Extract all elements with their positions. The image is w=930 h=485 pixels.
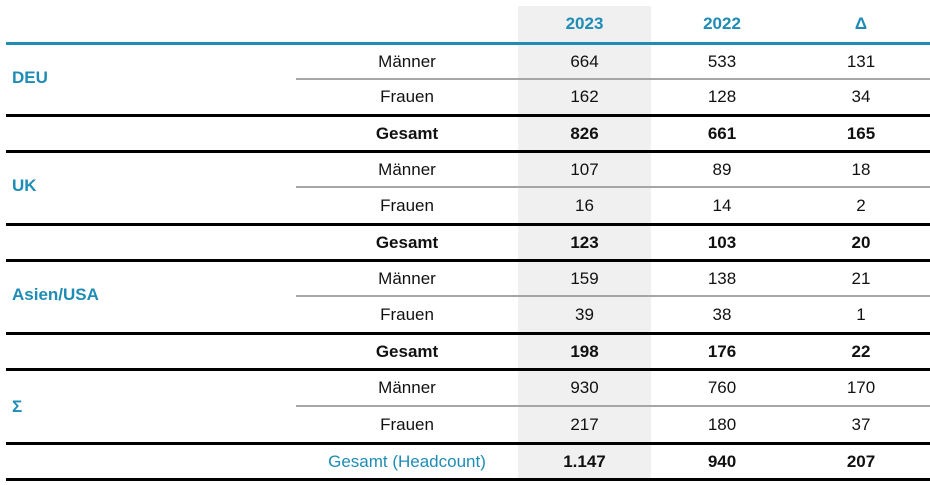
value-2022: 138 (707, 268, 737, 288)
column-2023-highlight (518, 6, 651, 478)
value-2022: 14 (712, 195, 732, 215)
table-row: Frauen 16 14 2 (0, 188, 930, 223)
value-2023: 162 (570, 87, 599, 106)
category-cell: Männer (378, 378, 436, 397)
row-divider (296, 78, 930, 80)
table-row: Frauen 39 38 1 (0, 297, 930, 332)
value-2022: 103 (707, 232, 737, 252)
table-row: Männer 107 89 18 (0, 153, 930, 186)
table-header: 2023 2022 Δ (0, 6, 930, 42)
category-cell: Frauen (380, 87, 434, 106)
table-row: Männer 930 760 170 (0, 371, 930, 405)
bottom-rule (6, 478, 930, 481)
value-2023: 123 (570, 232, 599, 252)
value-2022: 760 (707, 378, 737, 397)
category-cell: Frauen (380, 414, 434, 434)
category-cell: Männer (378, 159, 436, 179)
table-row: Frauen 162 128 34 (0, 80, 930, 114)
row-divider (6, 114, 930, 117)
row-divider (296, 405, 930, 407)
value-2023: 217 (570, 414, 599, 434)
value-delta: 34 (851, 87, 871, 106)
total-row: Gesamt 826 661 165 (0, 117, 930, 150)
header-2022: 2022 (703, 14, 741, 33)
header-delta: Δ (854, 14, 868, 33)
value-2023: 107 (570, 159, 599, 179)
value-2023: 930 (570, 378, 599, 397)
value-2022: 128 (707, 87, 737, 106)
category-cell: Männer (378, 268, 436, 288)
value-2023: 159 (570, 268, 599, 288)
row-divider (296, 295, 930, 297)
region-label: UK (12, 176, 37, 195)
value-2023: 198 (570, 341, 599, 361)
row-divider (296, 186, 930, 188)
group-divider (6, 259, 930, 262)
row-divider (6, 332, 930, 335)
group-divider (6, 368, 930, 371)
value-delta: 20 (851, 232, 871, 252)
value-2022: 661 (707, 123, 737, 143)
value-delta: 22 (851, 341, 871, 361)
value-2023: 16 (575, 195, 594, 215)
value-delta: 1 (856, 304, 866, 324)
total-row: Gesamt 123 103 20 (0, 226, 930, 259)
value-2023: 39 (575, 304, 594, 324)
group-divider (6, 150, 930, 153)
value-2022: 533 (707, 51, 737, 71)
value-2023: 1.147 (563, 451, 606, 471)
value-2022: 180 (707, 414, 737, 434)
region-label: Σ (12, 397, 23, 416)
category-cell: Männer (378, 51, 436, 71)
value-2023: 664 (570, 51, 599, 71)
table-row: Frauen 217 180 37 (0, 407, 930, 442)
table-row: Männer 664 533 131 (0, 45, 930, 78)
category-cell: Frauen (380, 195, 434, 215)
region-label: DEU (12, 68, 48, 87)
row-divider (6, 223, 930, 226)
value-2022: 38 (712, 304, 732, 324)
value-2022: 89 (712, 159, 732, 179)
value-delta: 170 (846, 378, 876, 397)
table-row: Männer 159 138 21 (0, 262, 930, 295)
headcount-label: Gesamt (Headcount) (328, 451, 486, 471)
grand-total-row: Gesamt (Headcount) 1.147 940 207 (0, 445, 930, 478)
header-2023: 2023 (565, 14, 604, 33)
category-cell: Gesamt (375, 123, 439, 143)
row-divider (6, 442, 930, 445)
value-2022: 176 (707, 341, 737, 361)
value-delta: 21 (851, 268, 871, 288)
value-delta: 165 (846, 123, 876, 143)
value-delta: 18 (851, 159, 871, 179)
value-delta: 37 (851, 414, 871, 434)
category-cell: Gesamt (375, 232, 439, 252)
category-cell: Gesamt (375, 341, 439, 361)
value-delta: 2 (856, 195, 866, 215)
value-2023: 826 (570, 123, 599, 143)
header-rule (6, 42, 930, 45)
value-2022: 940 (707, 451, 737, 471)
region-label: Asien/USA (12, 285, 99, 304)
total-row: Gesamt 198 176 22 (0, 335, 930, 368)
value-delta: 131 (846, 51, 876, 71)
category-cell: Frauen (380, 304, 434, 324)
value-delta: 207 (846, 451, 876, 471)
